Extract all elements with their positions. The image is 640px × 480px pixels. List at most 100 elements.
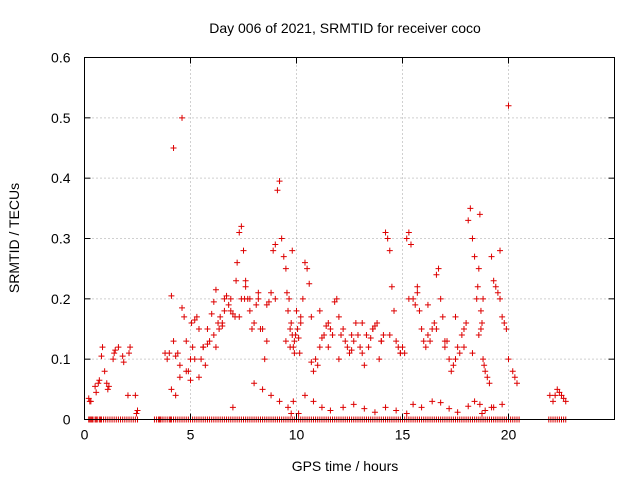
data-point [437,399,444,406]
data-point [365,344,372,351]
data-point [550,398,557,405]
data-point [104,386,111,393]
data-point [234,259,241,266]
data-point [376,356,383,363]
data-point [446,356,453,363]
data-point [456,350,463,357]
data-point [450,362,457,369]
data-point [497,295,504,302]
data-point [187,356,194,363]
data-point [471,398,478,405]
data-point [286,295,293,302]
data-point [424,332,431,339]
data-point [429,398,436,405]
data-point [280,253,287,260]
data-point [391,307,398,314]
data-point [501,319,508,326]
data-point [119,353,126,360]
data-point [446,405,453,412]
data-point [369,326,376,332]
data-point [276,398,283,405]
data-point [467,205,474,212]
data-point [386,332,393,339]
data-point [301,259,308,266]
data-point [225,301,232,308]
y-tick-label: 0.1 [51,351,71,367]
data-point [346,350,353,357]
data-point [246,307,253,314]
data-point [465,217,472,224]
data-point [407,241,414,248]
data-point [460,326,467,332]
data-point [282,265,289,272]
data-marks [85,102,569,423]
data-point [435,265,442,272]
data-point [505,102,512,109]
data-point [469,235,476,242]
data-point [340,326,347,332]
data-point [166,350,173,357]
x-tick-label: 20 [501,427,517,443]
data-point [418,404,425,411]
data-point [412,301,419,308]
data-point [299,295,306,302]
data-point [187,377,194,384]
data-point [310,368,317,375]
data-point [488,253,495,260]
data-point [388,283,395,290]
data-point [458,332,465,339]
data-point [195,374,202,381]
data-point [312,356,319,363]
data-point [482,407,489,414]
data-point [216,326,223,332]
data-point [227,307,234,314]
data-point [405,295,412,302]
x-tick-label: 15 [395,427,411,443]
data-point [403,235,410,242]
data-point [422,344,429,351]
data-point [378,338,385,345]
data-point [124,392,131,399]
data-point [290,398,297,405]
data-point [126,350,133,357]
data-point [282,338,289,345]
data-point [554,386,561,393]
data-point [176,374,183,381]
data-point [354,332,361,339]
data-point [441,344,448,351]
data-point [325,319,332,326]
data-point [486,380,493,387]
data-point [403,410,410,417]
data-point [210,332,217,339]
data-point [240,247,247,254]
data-point [473,295,480,302]
data-point [331,298,338,305]
data-point [208,310,215,317]
data-point [480,356,487,363]
data-point [465,403,472,410]
data-point [393,407,400,414]
data-point [287,326,294,332]
data-point [217,313,224,320]
data-point [427,338,434,345]
data-point [289,247,296,254]
data-point [424,301,431,308]
data-point [219,319,226,326]
data-point [212,344,219,351]
y-tick-label: 0.3 [51,231,71,247]
data-point [384,235,391,242]
data-point [93,389,100,396]
data-point [335,313,342,320]
data-point [297,313,304,320]
axis-ticks: 0 5 10 15 20 0 0.1 0.2 0.3 0.4 0.5 0.6 [51,50,615,443]
data-point [195,326,202,332]
data-point [367,335,374,342]
y-tick-label: 0.5 [51,110,71,126]
data-point [560,395,567,402]
data-point [348,332,355,339]
data-point [172,353,179,360]
data-point [105,383,112,390]
data-point [255,295,262,302]
data-point [452,356,459,363]
